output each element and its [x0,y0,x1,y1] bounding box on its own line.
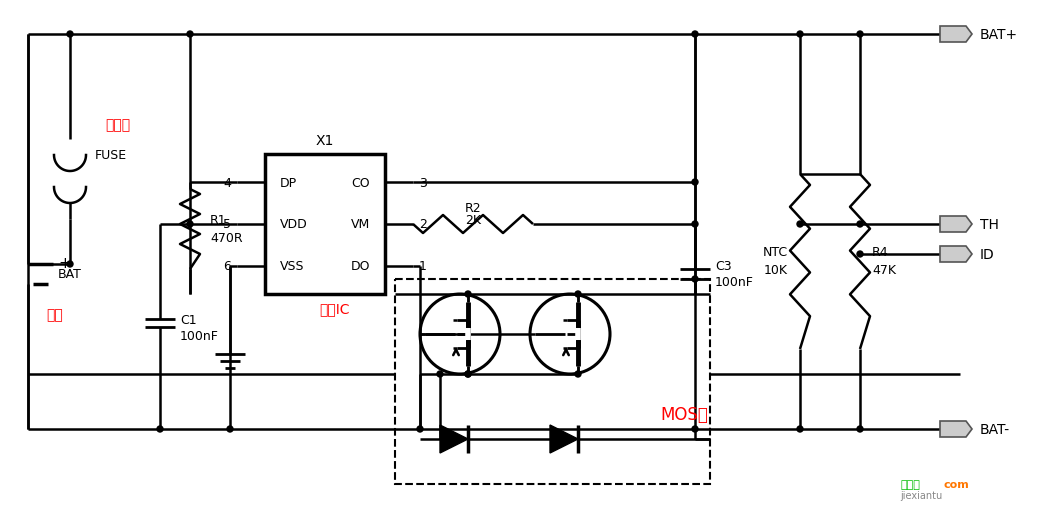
Text: MOS管: MOS管 [660,405,708,423]
Text: 100nF: 100nF [715,275,753,288]
Circle shape [857,32,863,38]
Circle shape [692,222,698,228]
Circle shape [227,426,233,432]
Bar [395,279,710,484]
Text: FUSE: FUSE [95,148,127,161]
Text: 1: 1 [419,260,427,273]
Text: jiexiantu: jiexiantu [900,490,942,500]
Text: 2: 2 [419,218,427,231]
Circle shape [575,371,581,377]
Text: VM: VM [351,218,370,231]
Bar [265,155,384,294]
Circle shape [692,276,698,282]
Text: 控制IC: 控制IC [320,301,350,316]
Circle shape [692,32,698,38]
Text: +: + [58,255,71,270]
Text: TH: TH [979,218,999,231]
Text: R4: R4 [872,245,889,259]
Text: 6: 6 [223,260,231,273]
Circle shape [857,426,863,432]
Circle shape [797,426,803,432]
Text: 电芯: 电芯 [47,308,64,321]
Text: 2K: 2K [465,214,481,227]
Text: DP: DP [280,176,297,189]
Polygon shape [440,425,468,453]
Circle shape [437,371,443,377]
Polygon shape [940,217,972,232]
Text: BAT+: BAT+ [979,28,1018,42]
Circle shape [187,222,193,228]
Circle shape [857,251,863,258]
Text: 47K: 47K [872,264,896,276]
Circle shape [187,32,193,38]
Text: CO: CO [351,176,370,189]
Text: NTC: NTC [763,245,788,259]
Text: 10K: 10K [764,264,788,276]
Circle shape [692,180,698,186]
Circle shape [797,222,803,228]
Text: R1: R1 [210,213,226,226]
Text: C3: C3 [715,259,731,272]
Polygon shape [940,246,972,263]
Polygon shape [940,421,972,437]
Circle shape [67,32,73,38]
Text: R2: R2 [465,202,481,215]
Circle shape [575,291,581,297]
Circle shape [797,32,803,38]
Text: 470R: 470R [210,231,243,244]
Circle shape [692,426,698,432]
Text: BAT-: BAT- [979,422,1010,436]
Text: 5: 5 [223,218,231,231]
Text: VSS: VSS [280,260,304,273]
Circle shape [465,291,471,297]
Polygon shape [550,425,578,453]
Circle shape [67,262,73,268]
Text: X1: X1 [316,134,334,147]
Text: com: com [943,479,969,489]
Text: 3: 3 [419,176,427,189]
Text: 接线图: 接线图 [900,479,920,489]
Circle shape [465,371,471,377]
Text: 保险丝: 保险丝 [105,118,130,132]
Text: 100nF: 100nF [180,329,219,342]
Circle shape [857,222,863,228]
Text: BAT: BAT [58,268,82,281]
Text: DO: DO [350,260,370,273]
Circle shape [465,371,471,377]
Circle shape [417,426,423,432]
Text: ID: ID [979,247,995,262]
Text: VDD: VDD [280,218,307,231]
Circle shape [157,426,163,432]
Text: C1: C1 [180,313,197,326]
Text: 4: 4 [223,176,231,189]
Polygon shape [940,27,972,43]
